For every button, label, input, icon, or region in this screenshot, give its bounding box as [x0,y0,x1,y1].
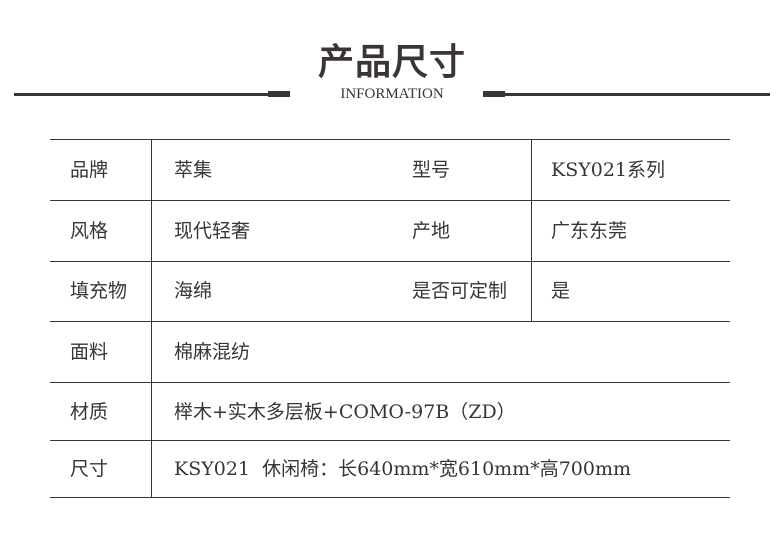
table-border [50,497,730,498]
customizable-label: 是否可定制 [412,280,508,302]
model-label: 型号 [412,159,451,181]
material-label: 材质 [70,401,109,423]
divider-left [14,93,270,96]
table-border [50,200,730,201]
divider-right [503,93,770,96]
fabric-value: 棉麻混纺 [174,341,251,363]
table-border [50,321,730,322]
page-title: 产品尺寸 [317,41,466,83]
brand-label: 品牌 [70,159,109,181]
filling-label: 填充物 [70,280,128,302]
table-border [50,382,730,383]
brand-value: 萃集 [174,159,213,181]
divider-ornament-left [268,91,290,97]
origin-value: 广东东莞 [551,220,628,242]
customizable-value: 是 [551,280,571,302]
table-border [50,261,730,262]
origin-label: 产地 [412,220,451,242]
style-value: 现代轻奢 [174,220,251,242]
page-subtitle: INFORMATION [340,86,444,102]
style-label: 风格 [70,220,109,242]
table-border [50,139,730,140]
model-value: KSY021系列 [551,159,666,181]
table-border [151,139,152,497]
fabric-label: 面料 [70,341,109,363]
filling-value: 海绵 [174,280,213,302]
size-label: 尺寸 [70,458,109,480]
material-value: 榉木+实木多层板+COMO-97B（ZD） [174,401,516,423]
table-border [531,139,532,321]
table-border [50,440,730,441]
divider-ornament-right [483,91,505,97]
size-value: KSY021 休闲椅：长640mm*宽610mm*高700mm [174,458,631,480]
